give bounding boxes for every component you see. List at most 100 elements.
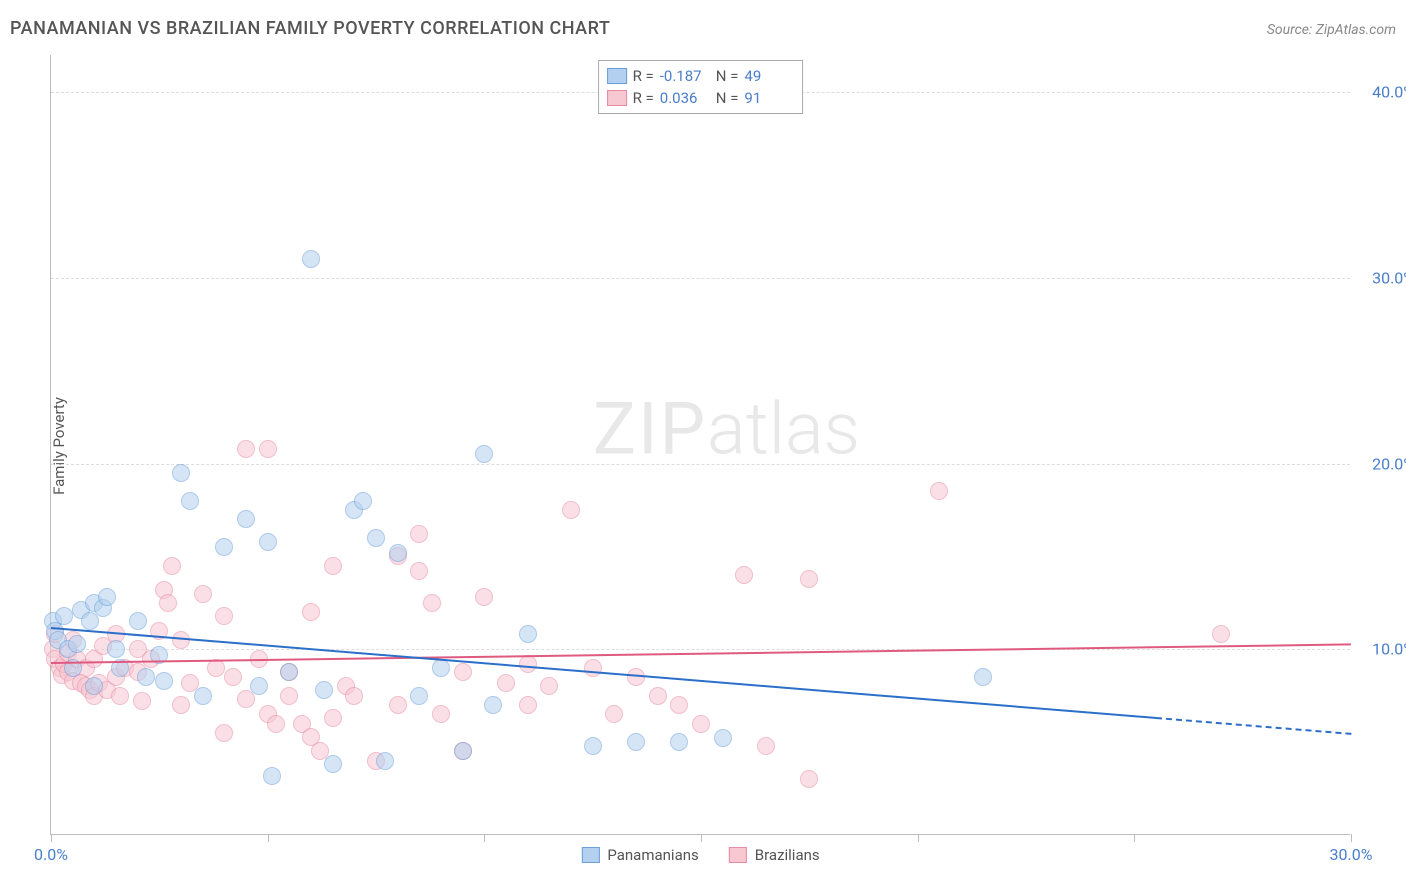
y-tick-label: 20.0%	[1372, 454, 1406, 473]
legend-n-label: N =	[716, 67, 739, 85]
legend-swatch	[729, 847, 747, 863]
data-point	[172, 464, 190, 482]
data-point	[714, 729, 732, 747]
data-point	[302, 603, 320, 621]
chart-header: PANAMANIAN VS BRAZILIAN FAMILY POVERTY C…	[10, 18, 1396, 39]
data-point	[107, 640, 125, 658]
watermark-atlas: atlas	[707, 386, 860, 471]
data-point	[519, 655, 537, 673]
data-point	[475, 588, 493, 606]
correlation-legend-row: R =0.036N =91	[607, 87, 795, 109]
data-point	[584, 659, 602, 677]
series-legend-item: Brazilians	[729, 846, 820, 864]
watermark-zip: ZIP	[593, 386, 707, 471]
data-point	[1212, 625, 1230, 643]
data-point	[133, 692, 151, 710]
data-point	[215, 724, 233, 742]
data-point	[423, 594, 441, 612]
x-tick	[484, 834, 485, 842]
data-point	[974, 668, 992, 686]
source-attribution: Source: ZipAtlas.com	[1267, 22, 1396, 38]
gridline	[51, 278, 1350, 279]
data-point	[315, 681, 333, 699]
data-point	[194, 687, 212, 705]
gridline	[51, 464, 1350, 465]
data-point	[930, 482, 948, 500]
gridline	[51, 649, 1350, 650]
watermark: ZIPatlas	[593, 386, 860, 471]
data-point	[250, 677, 268, 695]
trend-line	[51, 644, 1351, 665]
data-point	[432, 705, 450, 723]
data-point	[649, 687, 667, 705]
data-point	[475, 445, 493, 463]
legend-n-value: 91	[744, 89, 794, 107]
data-point	[302, 250, 320, 268]
data-point	[215, 607, 233, 625]
data-point	[163, 557, 181, 575]
data-point	[454, 663, 472, 681]
data-point	[324, 755, 342, 773]
trend-line-extrapolated	[1156, 717, 1351, 735]
legend-swatch	[581, 847, 599, 863]
x-tick	[268, 834, 269, 842]
data-point	[267, 715, 285, 733]
data-point	[280, 663, 298, 681]
x-tick-label: 30.0%	[1330, 845, 1373, 864]
chart-title: PANAMANIAN VS BRAZILIAN FAMILY POVERTY C…	[10, 18, 610, 39]
data-point	[670, 733, 688, 751]
data-point	[155, 672, 173, 690]
data-point	[137, 668, 155, 686]
correlation-legend-row: R =-0.187N =49	[607, 65, 795, 87]
data-point	[55, 607, 73, 625]
correlation-legend: R =-0.187N =49R =0.036N =91	[598, 60, 804, 114]
data-point	[367, 529, 385, 547]
data-point	[410, 687, 428, 705]
data-point	[259, 440, 277, 458]
data-point	[376, 752, 394, 770]
legend-n-value: 49	[744, 67, 794, 85]
data-point	[454, 742, 472, 760]
data-point	[562, 501, 580, 519]
series-legend: Panamanians Brazilians	[581, 846, 819, 864]
data-point	[519, 625, 537, 643]
data-point	[194, 585, 212, 603]
data-point	[670, 696, 688, 714]
data-point	[129, 612, 147, 630]
data-point	[259, 533, 277, 551]
legend-swatch	[607, 68, 627, 84]
data-point	[497, 674, 515, 692]
data-point	[605, 705, 623, 723]
data-point	[237, 510, 255, 528]
data-point	[181, 492, 199, 510]
data-point	[237, 440, 255, 458]
legend-r-label: R =	[633, 89, 654, 107]
data-point	[324, 709, 342, 727]
series-legend-label: Panamanians	[607, 846, 698, 864]
x-tick	[918, 834, 919, 842]
x-tick	[51, 834, 52, 842]
series-legend-item: Panamanians	[581, 846, 698, 864]
data-point	[410, 562, 428, 580]
x-tick	[701, 834, 702, 842]
data-point	[280, 687, 298, 705]
data-point	[540, 677, 558, 695]
data-point	[68, 635, 86, 653]
legend-r-value: 0.036	[660, 89, 710, 107]
legend-r-value: -0.187	[660, 67, 710, 85]
y-tick-label: 40.0%	[1372, 83, 1406, 102]
data-point	[345, 687, 363, 705]
y-tick-label: 10.0%	[1372, 640, 1406, 659]
data-point	[324, 557, 342, 575]
data-point	[735, 566, 753, 584]
data-point	[215, 538, 233, 556]
data-point	[800, 770, 818, 788]
legend-swatch	[607, 90, 627, 106]
data-point	[410, 525, 428, 543]
data-point	[85, 677, 103, 695]
data-point	[692, 715, 710, 733]
x-tick-label: 0.0%	[34, 845, 68, 864]
data-point	[584, 737, 602, 755]
scatter-plot: ZIPatlas 10.0%20.0%30.0%40.0%0.0%30.0%R …	[50, 55, 1350, 835]
x-tick	[1351, 834, 1352, 842]
